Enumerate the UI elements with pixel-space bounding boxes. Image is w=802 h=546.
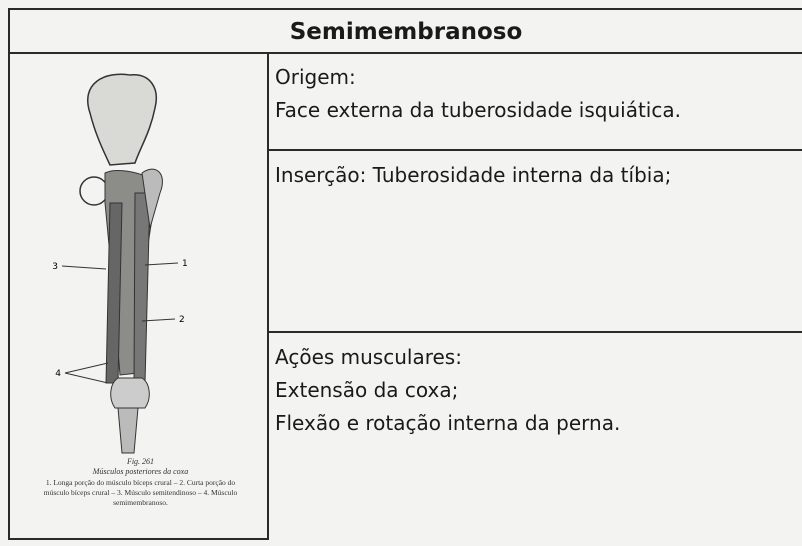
figure-number: Fig. 261	[126, 457, 155, 466]
section-line: Inserção: Tuberosidade interna da tíbia;	[275, 163, 672, 187]
section: Ações musculares: Extensão da coxa; Flexão…	[268, 333, 802, 540]
section-line: Origem:	[275, 65, 356, 89]
anatomy-figure: 3 1 2 4	[52, 73, 188, 454]
section: Origem: Face externa da tuberosidade isqu…	[268, 53, 802, 151]
section-line: Ações musculares:	[275, 345, 462, 369]
section-line: Extensão da coxa;	[275, 378, 459, 402]
figure-cell: 3 1 2 4 Fig. 261 Músculos posteriores da…	[8, 53, 269, 540]
figure-label: 2	[179, 315, 185, 325]
section-line: Flexão e rotação interna da perna.	[275, 411, 621, 435]
figure-label: 1	[182, 259, 188, 269]
section: Inserção: Tuberosidade interna da tíbia;	[268, 151, 802, 333]
section-line: Face externa da tuberosidade isquiática.	[275, 98, 681, 122]
figure-caption: Músculos posteriores da coxa	[92, 467, 189, 476]
figure-legend: 1. Longa porção do músculo bíceps crural…	[43, 478, 238, 507]
table-title: Semimembranoso	[8, 8, 802, 54]
figure-label: 3	[52, 262, 58, 272]
figure-label: 4	[55, 369, 61, 379]
